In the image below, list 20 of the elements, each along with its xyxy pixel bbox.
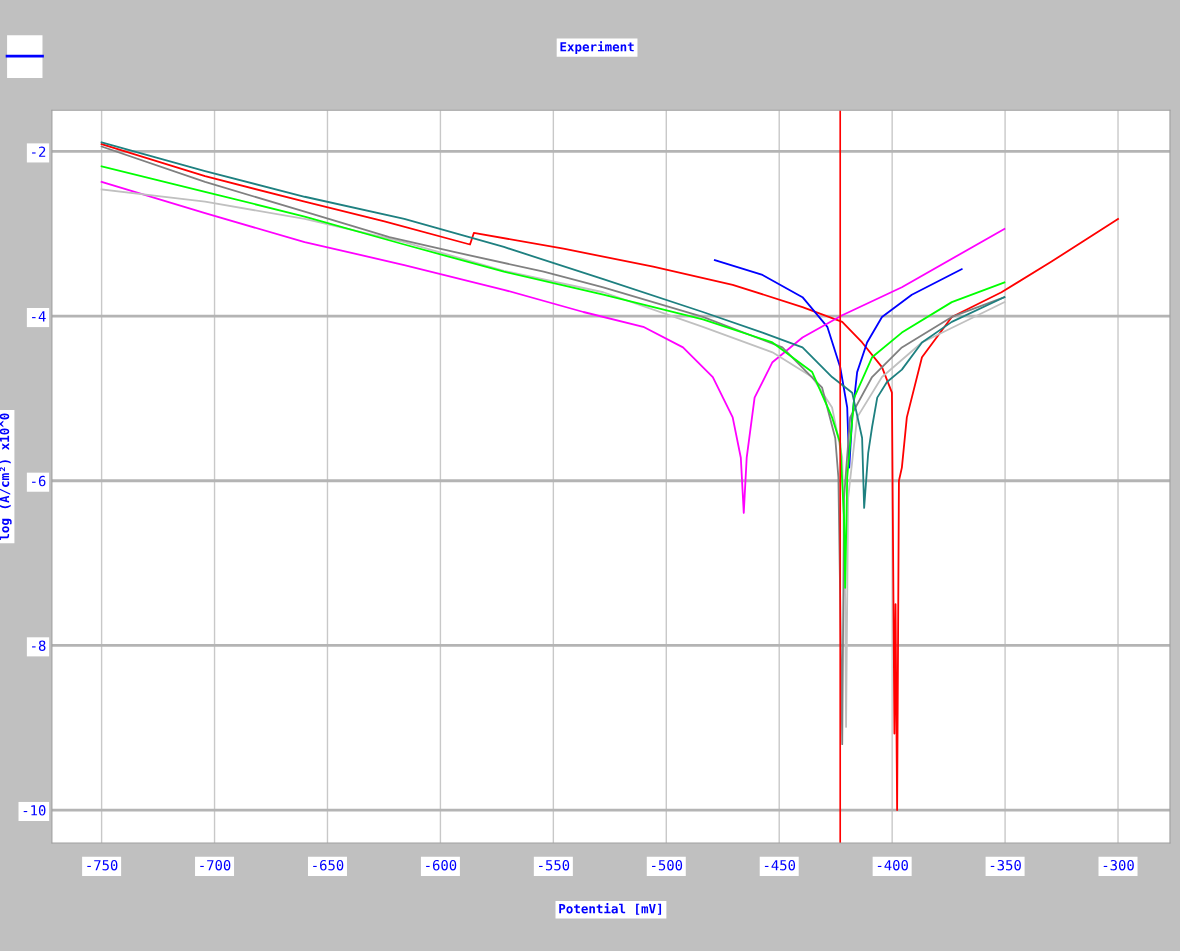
y-tick-label: -8: [32, 640, 46, 651]
y-axis-title: log (A/cm²) x10^0: [0, 413, 12, 541]
line-series: [100, 165, 1006, 589]
x-tick-label: -400: [877, 859, 908, 871]
x-tick-label: -350: [990, 859, 1021, 871]
x-tick-label: -450: [764, 859, 796, 871]
x-tick-label: -550: [539, 859, 570, 871]
x-tick-label: -700: [200, 859, 231, 871]
x-tick-label: -600: [426, 859, 457, 871]
y-tick-label: -2: [32, 146, 46, 157]
x-axis-title: Potential [mV]: [559, 903, 662, 915]
x-tick-label: -650: [313, 859, 344, 871]
x-tick-label: -750: [87, 859, 118, 871]
y-tick-label: -6: [32, 475, 46, 487]
y-tick-label: -4: [32, 311, 46, 322]
y-tick-label: -10: [23, 805, 46, 816]
x-tick-label: -500: [651, 859, 683, 871]
chart-title: Experiment: [560, 41, 634, 54]
line-series: [713, 259, 963, 469]
x-tick-label: -300: [1103, 859, 1134, 871]
